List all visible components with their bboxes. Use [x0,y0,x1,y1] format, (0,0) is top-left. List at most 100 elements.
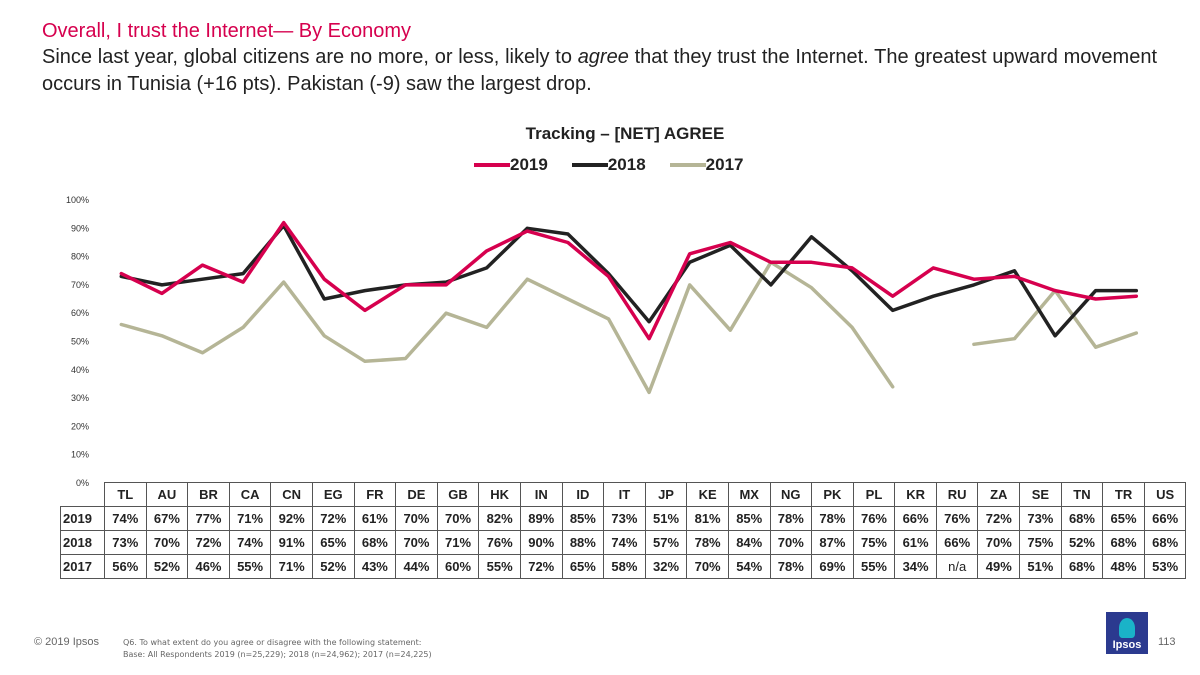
data-label-2017-kr: 34% [894,554,937,579]
data-label-2019-pl: 76% [852,506,896,531]
data-label-2019-ru: 76% [935,506,979,531]
data-point-2017-br [201,352,204,354]
data-label-2017-ca: 55% [228,554,272,579]
data-label-2019-mx: 85% [727,506,771,531]
data-point-2019-ng [770,261,772,264]
table-header-row: TL AU BR CA CN EG FR DE GB HK IN ID IT JP KE MX NG PK PL KR… [61,482,1187,507]
category-label-tn: TN [1060,482,1104,507]
data-point-2017-gb [445,312,447,315]
data-point-2018-tn [1054,335,1056,337]
data-point-2019-gb [445,284,447,286]
category-label-us: US [1143,482,1187,507]
data-label-2017-eg: 52% [311,554,355,579]
footer-base: Base: All Respondents 2019 (n=25,229); 2… [123,650,432,659]
data-label-2017-de: 44% [395,554,438,579]
data-label-2018-gb: 71% [436,530,480,555]
legend-label-2018: 2018 [607,155,646,174]
data-label-2017-pl: 55% [852,554,896,579]
data-label-2019-tl: 74% [104,506,147,531]
category-label-pl: PL [852,482,896,507]
data-label-2019-id: 85% [561,506,605,531]
legend-swatch-2019 [474,163,510,167]
data-label-2018-it: 74% [603,530,646,555]
data-point-2019-au [161,292,163,295]
data-point-2019-eg [323,278,326,281]
category-label-hk: HK [478,482,521,507]
data-point-2018-tl [120,275,123,278]
data-label-2017-tl: 56% [104,554,147,579]
data-label-2019-us: 66% [1143,506,1187,531]
data-point-2018-ru [932,295,935,298]
y-tick-label: 60% [71,308,89,318]
data-label-2018-ng: 70% [769,530,813,555]
data-label-2019-au: 67% [145,506,189,531]
data-label-2017-ke: 70% [686,554,729,579]
data-label-2018-tr: 68% [1102,530,1145,555]
page-number: 113 [1158,636,1176,648]
table-row-2017: 2017 56% 52% 46% 55% 71% 52% 43% 44% 60% 55% 72% 65%… [60,554,1187,579]
y-tick-label: 20% [71,421,89,431]
data-point-2018-us [1135,289,1138,292]
slide-subtitle: Since last year, global citizens are no … [42,44,1157,98]
data-label-2019-za: 72% [977,506,1021,531]
data-point-2019-tl [120,272,123,275]
data-point-2018-ca [242,272,244,275]
data-point-2018-id [567,233,569,235]
data-point-2017-hk [485,326,488,329]
data-label-2019-se: 73% [1019,506,1062,531]
data-point-2018-ke [688,261,691,264]
data-label-2018-eg: 65% [311,530,355,555]
data-label-2018-ru: 66% [935,530,979,555]
data-point-2019-za [973,278,975,281]
data-point-2017-se [1013,337,1016,340]
data-point-2018-in [526,227,529,230]
category-label-it: IT [603,482,646,507]
subtitle-text-end: that they trust the Internet. The greate… [42,46,1157,95]
data-label-2018-fr: 68% [353,530,397,555]
y-tick-label: 80% [71,252,89,262]
data-point-2017-za [973,343,975,346]
data-point-2019-tn [1054,289,1056,292]
data-point-2019-tr [1094,298,1097,300]
footer-copyright: © 2019 Ipsos [34,636,99,648]
data-label-2019-br: 77% [187,506,230,531]
chart-title: Tracking – [NET] AGREE [525,124,725,143]
row-label-2019: 2019 [60,506,105,531]
data-point-2018-br [201,278,204,281]
data-label-2018-tn: 52% [1060,530,1104,555]
category-label-tl: TL [104,482,147,507]
data-point-2018-eg [323,298,326,300]
y-tick-label: 90% [71,223,89,233]
category-label-gb: GB [436,482,480,507]
category-label-pk: PK [811,482,854,507]
category-label-de: DE [395,482,438,507]
data-label-2017-gb: 60% [436,554,480,579]
data-point-2019-kr [891,295,894,298]
logo-text: Ipsos [1112,639,1142,651]
category-label-in: IN [519,482,563,507]
logo-mark-icon [1119,618,1135,638]
data-label-2017-fr: 43% [353,554,397,579]
data-label-2018-au: 70% [145,530,189,555]
footer-note: Q6. To what extent do you agree or disag… [123,637,432,661]
table-corner [61,483,105,507]
data-label-2018-ca: 74% [228,530,272,555]
legend-item-2018: 2018 [571,155,646,175]
data-label-2017-jp: 32% [644,554,688,579]
data-label-2018-pl: 75% [852,530,896,555]
data-point-2019-br [201,264,204,266]
data-label-2019-tr: 65% [1102,506,1145,531]
data-point-2018-kr [891,309,894,312]
data-point-2019-us [1135,295,1138,298]
category-label-cn: CN [270,482,313,507]
row-label-2018: 2018 [60,530,105,555]
data-label-2019-pk: 78% [811,506,854,531]
data-label-2017-ng: 78% [769,554,813,579]
data-label-2017-tr: 48% [1102,554,1145,579]
category-label-fr: FR [353,482,397,507]
category-label-mx: MX [727,482,771,507]
chart-legend: 2019 2018 2017 [474,155,743,175]
legend-label-2017: 2017 [705,155,744,174]
data-point-2019-mx [729,241,732,244]
data-point-2017-it [607,318,610,320]
